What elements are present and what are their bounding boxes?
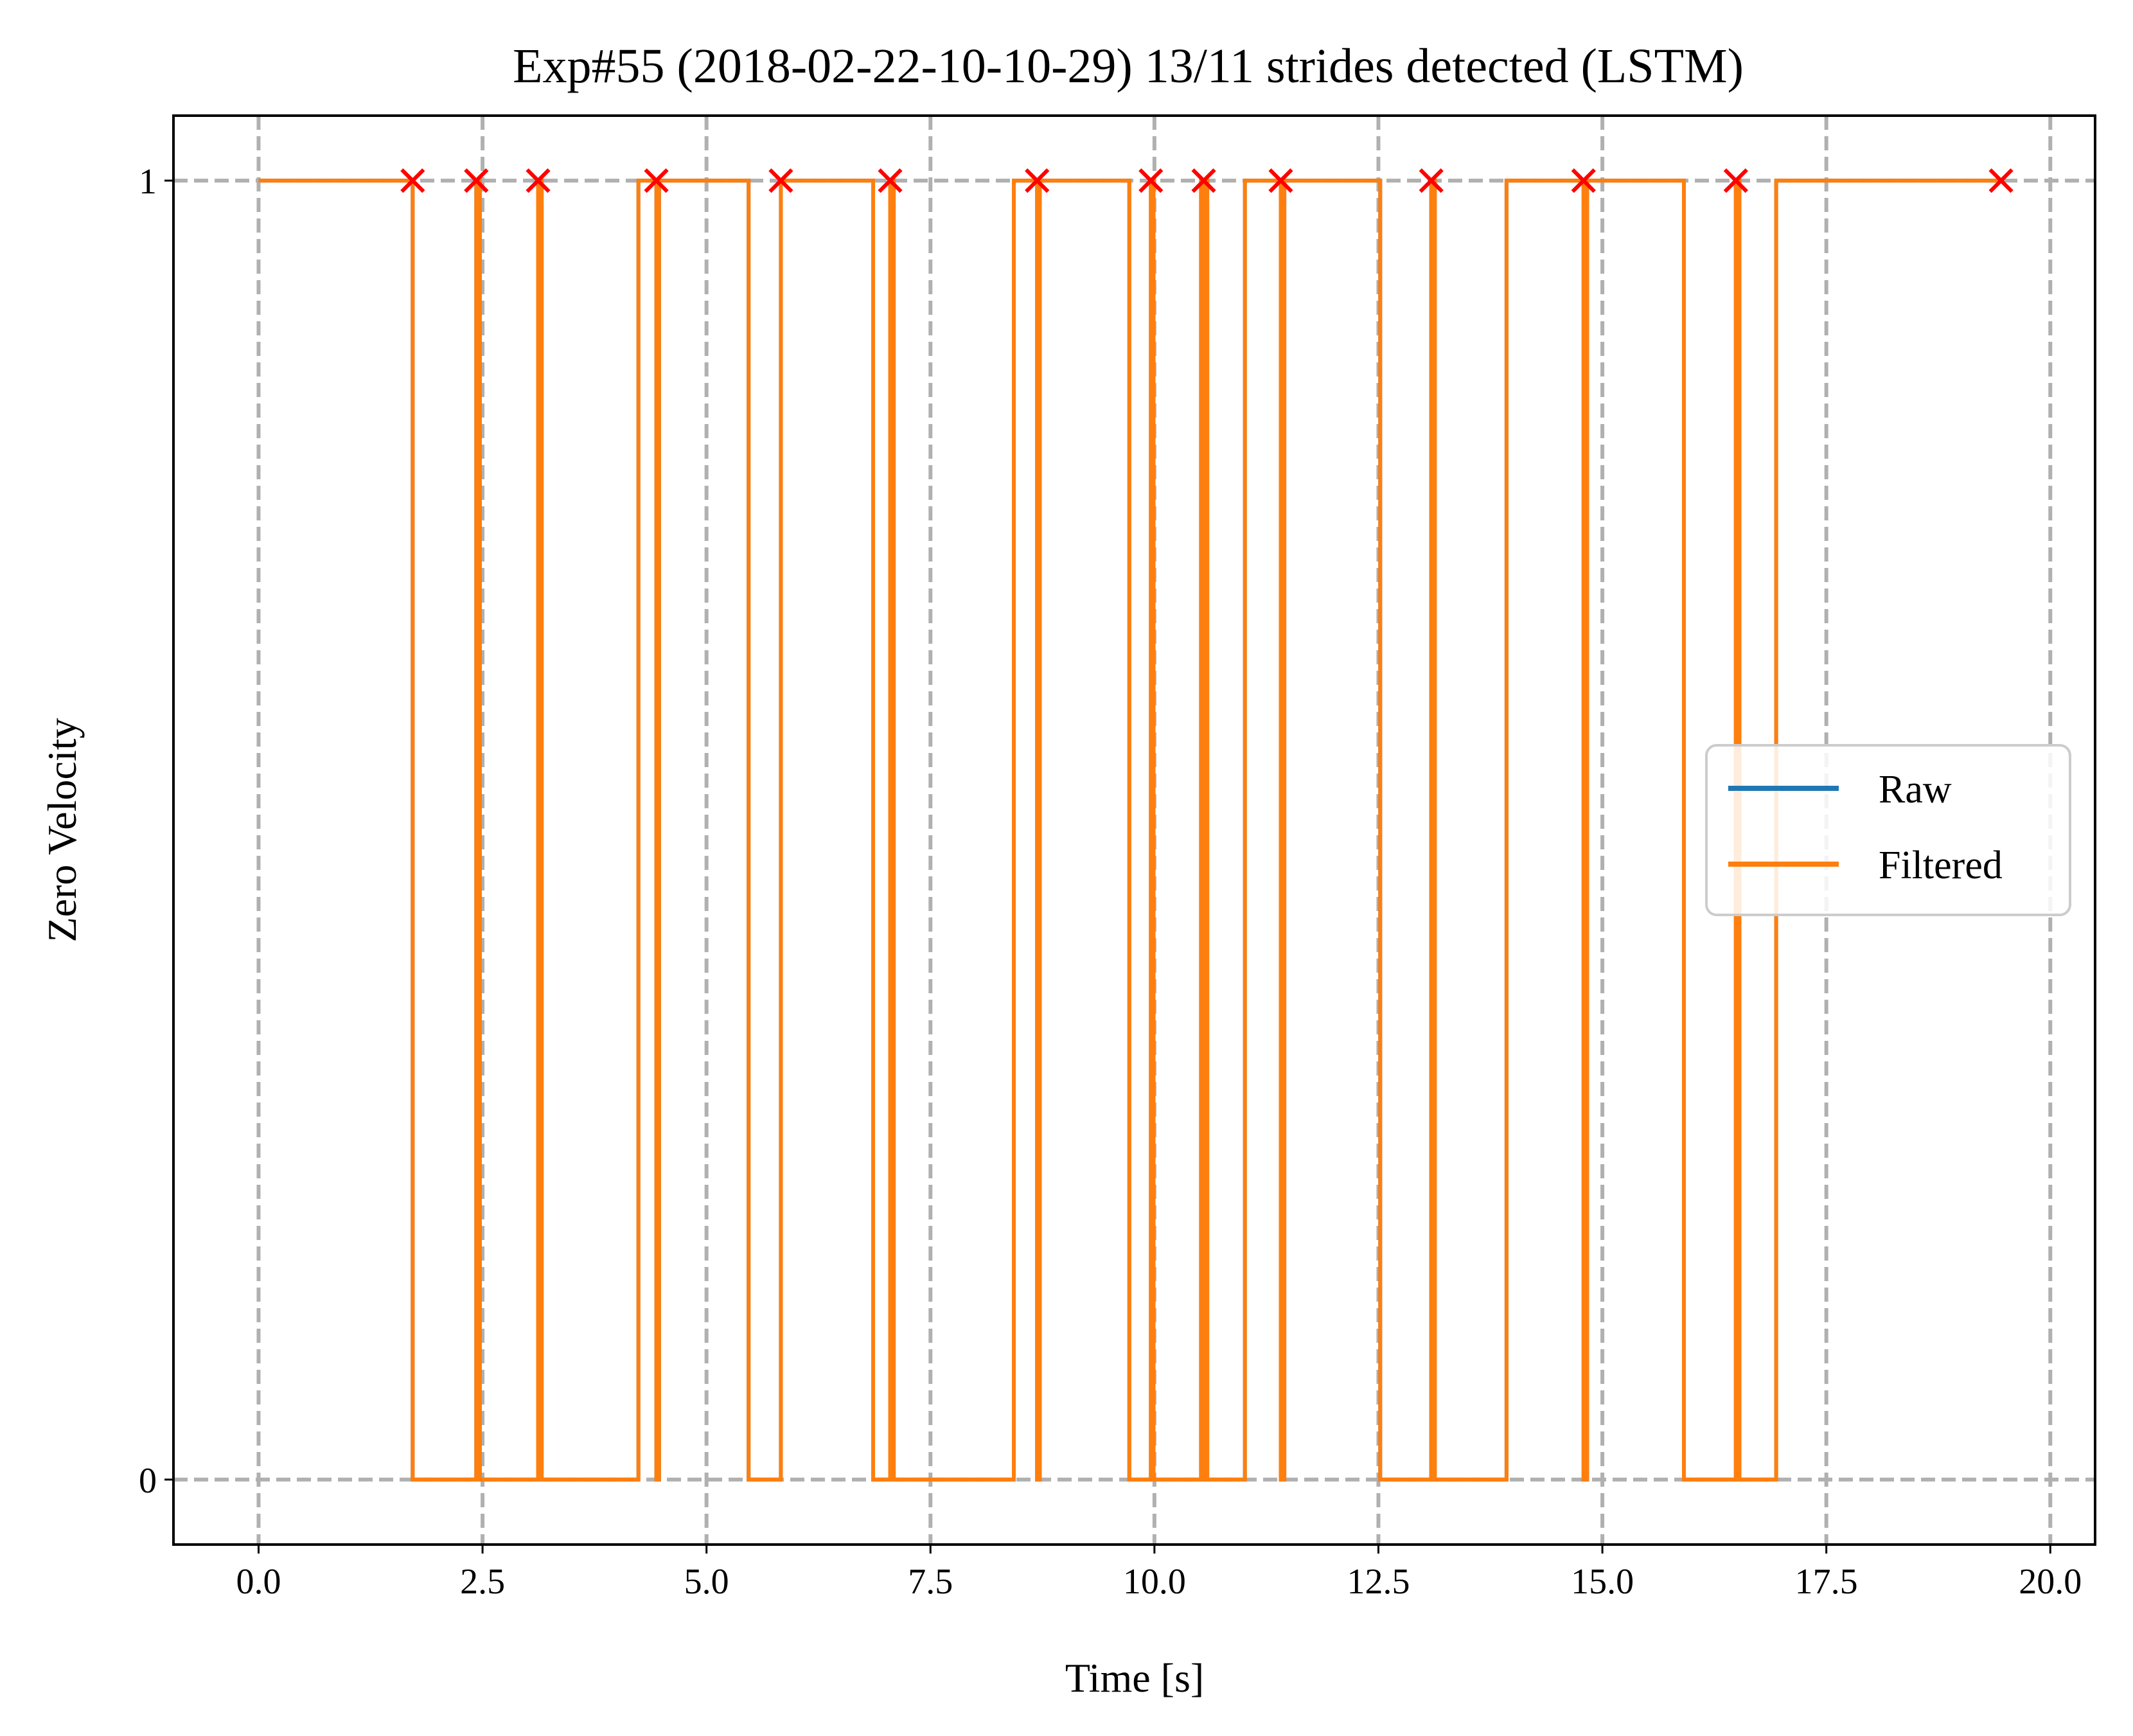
stride-marker-stroke [768,168,793,193]
y-axis-label: Zero Velocity [39,718,85,943]
y-tick-label: 1 [139,162,157,202]
stride-marker [526,168,551,193]
plot-frame [172,114,2096,1546]
stride-marker [1419,168,1444,193]
stride-marker [1191,168,1216,193]
stride-marker [768,168,793,193]
x-tick-label: 10.0 [1123,1562,1186,1602]
x-axis-label: Time [s] [1065,1655,1204,1701]
x-tick-label: 12.5 [1347,1562,1410,1602]
chart-title: Exp#55 (2018-02-22-10-10-29) 13/11 strid… [513,39,1744,93]
stride-marker-stroke [878,168,903,193]
stride-marker-stroke [1138,168,1164,193]
stride-markers [400,168,2014,193]
x-tick-label: 20.0 [2019,1562,2082,1602]
stride-marker [1025,168,1050,193]
y-axis-ticks: 01 [139,162,173,1501]
stride-marker [1723,168,1748,193]
stride-marker-stroke [400,168,425,193]
stride-marker-stroke [1419,168,1444,193]
stride-marker-stroke [1723,168,1748,193]
legend-filtered-label: Filtered [1879,844,2003,887]
legend: Raw Filtered [1705,744,2071,916]
x-tick-label: 0.0 [236,1562,281,1602]
stride-marker-stroke [1191,168,1216,193]
stride-marker [400,168,425,193]
x-tick-label: 7.5 [908,1562,953,1602]
stride-marker [644,168,669,193]
stride-marker-stroke [526,168,551,193]
x-tick-label: 15.0 [1571,1562,1634,1602]
stride-marker-stroke [1571,168,1596,193]
y-tick-label: 0 [139,1461,157,1501]
stride-marker-stroke [1988,168,2014,193]
stride-marker-stroke [1025,168,1050,193]
x-axis-ticks: 0.0 2.5 5.0 7.5 10.0 12.5 15.0 17.5 20.0 [236,1545,2082,1602]
stride-marker-stroke [644,168,669,193]
stride-marker [464,168,489,193]
x-tick-label: 17.5 [1795,1562,1858,1602]
stride-marker [1988,168,2014,193]
x-tick-label: 5.0 [684,1562,729,1602]
stride-marker [1571,168,1596,193]
stride-marker-stroke [464,168,489,193]
stride-marker-stroke [1268,168,1293,193]
stride-marker [1138,168,1164,193]
stride-marker [878,168,903,193]
legend-raw-label: Raw [1879,768,1952,811]
stride-marker [1268,168,1293,193]
x-tick-label: 2.5 [460,1562,505,1602]
